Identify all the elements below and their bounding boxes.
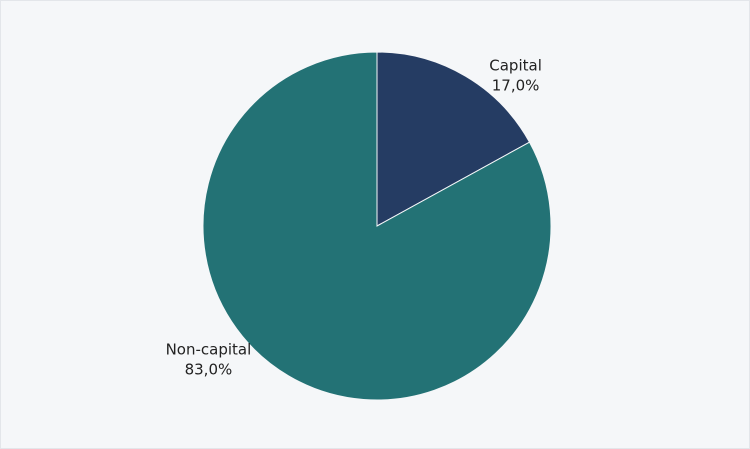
slice-label: Capital <box>489 57 542 75</box>
slice-value-label: 17,0% <box>492 77 540 95</box>
pie-slice <box>202 51 552 401</box>
slice-value-label: 83,0% <box>185 360 233 378</box>
pie-slice <box>376 51 531 227</box>
slice-label: Non-capital <box>166 340 252 358</box>
